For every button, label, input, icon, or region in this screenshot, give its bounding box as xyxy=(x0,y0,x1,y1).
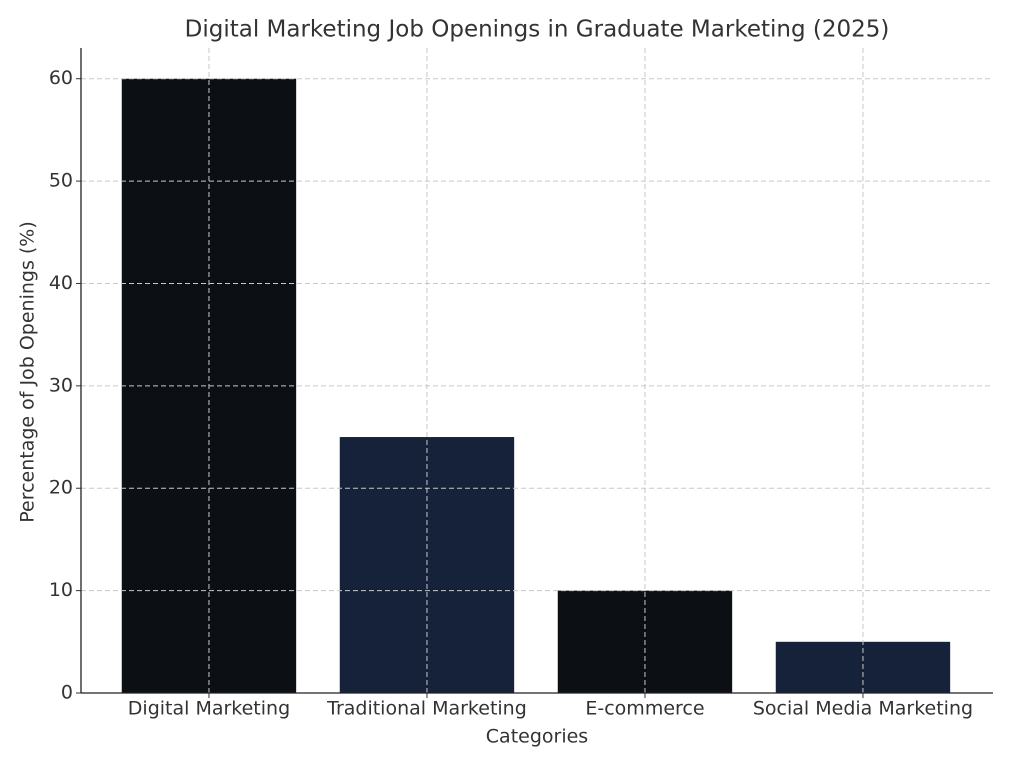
y-tick-label: 0 xyxy=(61,682,73,704)
y-tick-label: 40 xyxy=(49,272,73,294)
y-tick-label: 30 xyxy=(49,374,73,396)
x-tick-label: Digital Marketing xyxy=(128,698,290,720)
y-axis-label: Percentage of Job Openings (%) xyxy=(17,221,39,523)
y-tick-label: 50 xyxy=(49,170,73,192)
chart-title: Digital Marketing Job Openings in Gradua… xyxy=(185,17,890,43)
y-tick-label: 20 xyxy=(49,477,73,499)
x-tick-label: Social Media Marketing xyxy=(753,698,973,720)
x-tick-label: E-commerce xyxy=(585,698,704,720)
y-tick-label: 60 xyxy=(49,67,73,89)
y-tick-label: 10 xyxy=(49,579,73,601)
x-axis-label: Categories xyxy=(486,726,588,748)
x-tick-label: Traditional Marketing xyxy=(326,698,527,720)
